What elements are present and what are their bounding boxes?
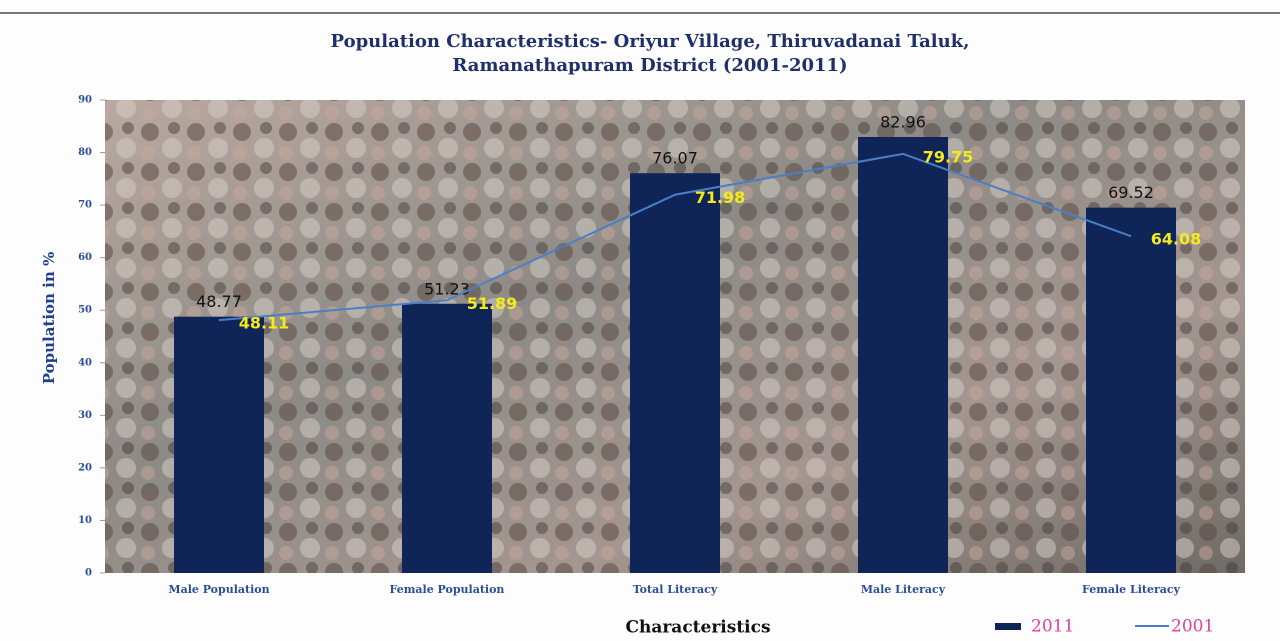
- line-value-label: 48.11: [239, 314, 290, 333]
- x-tick-label: Female Population: [390, 583, 505, 596]
- bar: [402, 304, 492, 573]
- x-tick-label: Female Literacy: [1082, 583, 1181, 596]
- bar-value-label: 48.77: [196, 292, 242, 311]
- y-tick-label: 20: [78, 462, 92, 473]
- chart: Population in % Characteristics 0 10 20 30 4…: [0, 0, 1280, 641]
- y-tick-label: 30: [78, 410, 92, 421]
- line-value-label: 79.75: [923, 147, 974, 166]
- line-value-label: 71.98: [695, 188, 746, 207]
- x-tick-label: Male Literacy: [861, 583, 946, 596]
- y-tick-label: 70: [78, 200, 92, 211]
- bar: [174, 317, 264, 573]
- bar-value-label: 69.52: [1108, 183, 1154, 202]
- y-tick-label: 80: [78, 147, 92, 158]
- page: Population Characteristics- Oriyur Villa…: [0, 0, 1280, 641]
- x-axis-label: Characteristics: [625, 618, 770, 638]
- legend-label: 2001: [1171, 617, 1214, 637]
- legend-swatch: [995, 623, 1021, 630]
- y-tick-label: 10: [78, 515, 92, 526]
- y-tick-label: 40: [78, 357, 92, 368]
- bar: [1086, 208, 1176, 573]
- bar-value-label: 82.96: [880, 112, 926, 131]
- bar: [858, 137, 948, 573]
- bar-value-label: 51.23: [424, 279, 470, 298]
- legend-label: 2011: [1031, 617, 1074, 637]
- y-tick-label: 50: [78, 305, 92, 316]
- line-value-label: 64.08: [1151, 230, 1202, 249]
- y-tick-label: 0: [85, 568, 92, 579]
- y-axis-label: Population in %: [40, 252, 58, 385]
- bar-value-label: 76.07: [652, 149, 698, 168]
- x-tick-label: Total Literacy: [633, 583, 718, 596]
- y-tick-label: 60: [78, 252, 92, 263]
- y-tick-label: 90: [78, 95, 92, 106]
- line-value-label: 51.89: [467, 294, 518, 313]
- x-tick-label: Male Population: [168, 583, 269, 596]
- bar: [630, 173, 720, 573]
